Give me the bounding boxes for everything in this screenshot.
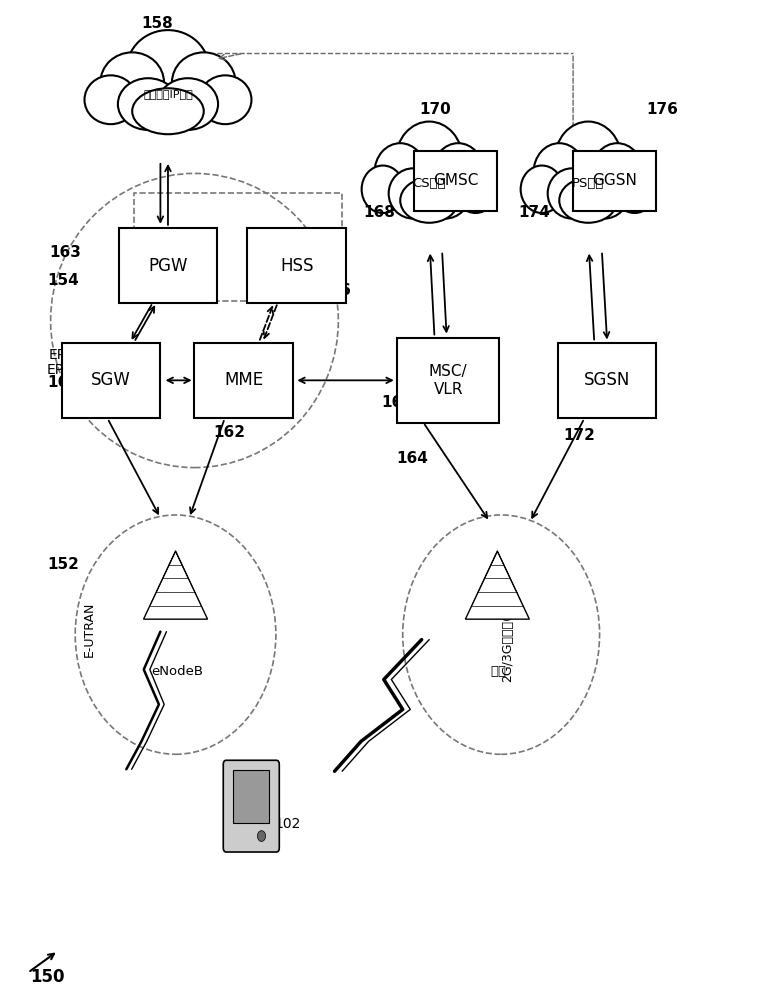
Text: CS核心: CS核心 (413, 177, 446, 190)
Ellipse shape (534, 143, 585, 202)
Ellipse shape (172, 52, 236, 113)
Ellipse shape (591, 143, 643, 202)
Ellipse shape (421, 168, 470, 219)
Text: EPC: EPC (47, 363, 74, 377)
FancyBboxPatch shape (558, 343, 657, 418)
Ellipse shape (454, 166, 497, 213)
Text: PS核心: PS核心 (572, 177, 604, 190)
Ellipse shape (432, 143, 484, 202)
Ellipse shape (84, 75, 137, 124)
Ellipse shape (375, 143, 426, 202)
Text: 156: 156 (319, 283, 351, 298)
Text: eNodeB: eNodeB (151, 665, 203, 678)
FancyBboxPatch shape (573, 151, 657, 211)
Text: 102: 102 (274, 817, 300, 831)
FancyBboxPatch shape (233, 770, 270, 823)
Text: 158: 158 (141, 16, 173, 31)
Text: 150: 150 (30, 968, 65, 986)
Text: 154: 154 (47, 273, 78, 288)
Ellipse shape (100, 52, 164, 113)
Ellipse shape (559, 178, 617, 223)
FancyBboxPatch shape (397, 338, 499, 423)
Ellipse shape (396, 122, 463, 198)
Text: SGW: SGW (91, 371, 131, 389)
Text: SGSN: SGSN (584, 371, 630, 389)
Ellipse shape (127, 30, 209, 109)
Text: 2G/3G接入網(wǎng): 2G/3G接入網(wǎng) (501, 577, 515, 682)
Text: 163: 163 (49, 245, 81, 260)
FancyBboxPatch shape (248, 228, 346, 303)
Text: GMSC: GMSC (433, 173, 478, 188)
Ellipse shape (548, 168, 597, 219)
Text: 176: 176 (647, 102, 679, 117)
Text: 174: 174 (518, 205, 549, 220)
Text: HSS: HSS (280, 257, 313, 275)
Text: MSC/
VLR: MSC/ VLR (429, 364, 467, 397)
Text: 运营商的IP服务: 运营商的IP服务 (143, 89, 193, 99)
Ellipse shape (555, 122, 622, 198)
FancyBboxPatch shape (223, 760, 279, 852)
Ellipse shape (521, 166, 563, 213)
Text: 166: 166 (382, 395, 413, 410)
Text: 164: 164 (397, 451, 429, 466)
Ellipse shape (157, 78, 218, 130)
Ellipse shape (388, 168, 438, 219)
Ellipse shape (199, 75, 252, 124)
Ellipse shape (132, 88, 204, 134)
Text: 基站: 基站 (490, 665, 506, 678)
Text: 170: 170 (420, 102, 451, 117)
Circle shape (258, 831, 265, 841)
Ellipse shape (580, 168, 629, 219)
Text: 172: 172 (563, 428, 595, 443)
Text: EPC: EPC (49, 348, 76, 362)
Text: PGW: PGW (148, 257, 188, 275)
Ellipse shape (118, 78, 179, 130)
FancyBboxPatch shape (195, 343, 293, 418)
Text: 152: 152 (47, 557, 79, 572)
Polygon shape (144, 551, 207, 619)
Text: 162: 162 (214, 425, 245, 440)
Text: GGSN: GGSN (592, 173, 637, 188)
Text: 168: 168 (363, 205, 395, 220)
FancyBboxPatch shape (62, 343, 160, 418)
Text: 160: 160 (47, 375, 79, 390)
FancyBboxPatch shape (119, 228, 217, 303)
Text: E-UTRAN: E-UTRAN (83, 602, 97, 657)
Text: MME: MME (224, 371, 263, 389)
FancyBboxPatch shape (414, 151, 497, 211)
Ellipse shape (362, 166, 404, 213)
Ellipse shape (401, 178, 458, 223)
Ellipse shape (613, 166, 656, 213)
Polygon shape (465, 551, 530, 619)
